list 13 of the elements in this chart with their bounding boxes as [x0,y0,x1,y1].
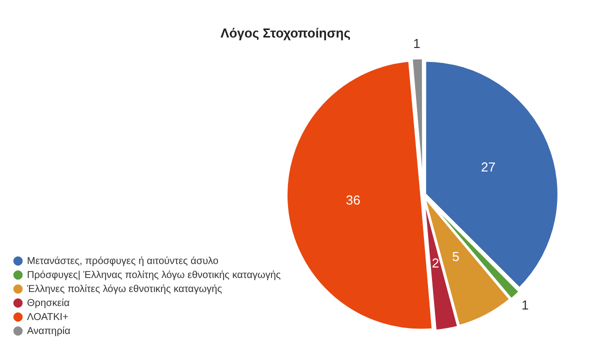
data-label: 2 [432,256,440,271]
data-label: 1 [521,298,529,313]
data-label: 36 [346,192,360,208]
legend-label: ΛΟΑΤΚΙ+ [27,312,69,323]
legend-label: Έλληνες πολίτες λόγω εθνοτικής καταγωγής [26,284,222,295]
data-label: 5 [452,248,460,264]
legend-label: Πρόσφυγες| Έλληνας πολίτης λόγω εθνοτικής καταγωγής [27,270,281,281]
legend-label: Αναπηρία [27,326,71,337]
legend-label: Θρησκεία [27,298,70,309]
data-label: 1 [413,36,420,51]
legend-label: Μετανάστες, πρόσφυγες ή αιτούντες άσυλο [27,256,219,267]
chart-title: Λόγος Στοχοποίησης [220,25,351,40]
data-label: 27 [481,159,496,174]
